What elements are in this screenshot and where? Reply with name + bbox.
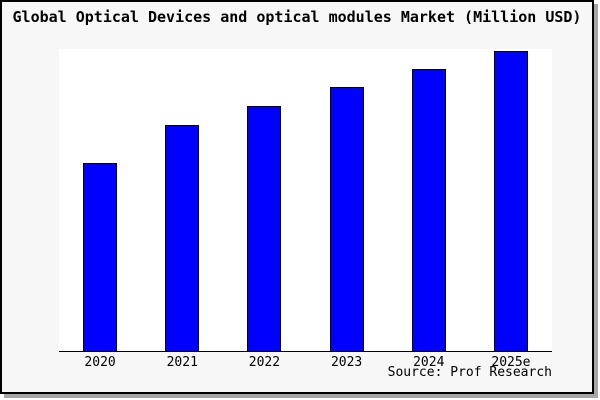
chart-frame: Global Optical Devices and optical modul… bbox=[0, 0, 594, 394]
bar-slot bbox=[470, 49, 552, 351]
bar-2022 bbox=[247, 106, 282, 351]
bar-2023 bbox=[329, 87, 364, 351]
bar-slot bbox=[141, 49, 223, 351]
x-axis-label-2022: 2022 bbox=[248, 355, 281, 370]
bar-slot bbox=[388, 49, 470, 351]
x-axis-label-2021: 2021 bbox=[166, 355, 198, 370]
bar-slot bbox=[59, 49, 141, 351]
bar-2024 bbox=[411, 68, 446, 351]
source-credit: Source: Prof Research bbox=[387, 365, 552, 380]
bar-2025e bbox=[493, 51, 528, 351]
bar-slot bbox=[223, 49, 305, 351]
x-axis-labels: 2020 2021 2022 2023 2024 2025e bbox=[59, 356, 552, 370]
x-axis-label-2025e: 2025e bbox=[491, 355, 531, 370]
bar-2020 bbox=[83, 162, 118, 351]
plot-area bbox=[59, 49, 552, 352]
chart-title: Global Optical Devices and optical modul… bbox=[12, 8, 582, 26]
bar-2021 bbox=[165, 125, 200, 351]
x-axis-label-2024: 2024 bbox=[413, 355, 445, 370]
x-axis-label-2020: 2020 bbox=[84, 355, 116, 370]
x-axis-label-2023: 2023 bbox=[330, 355, 363, 370]
bar-slot bbox=[306, 49, 388, 351]
